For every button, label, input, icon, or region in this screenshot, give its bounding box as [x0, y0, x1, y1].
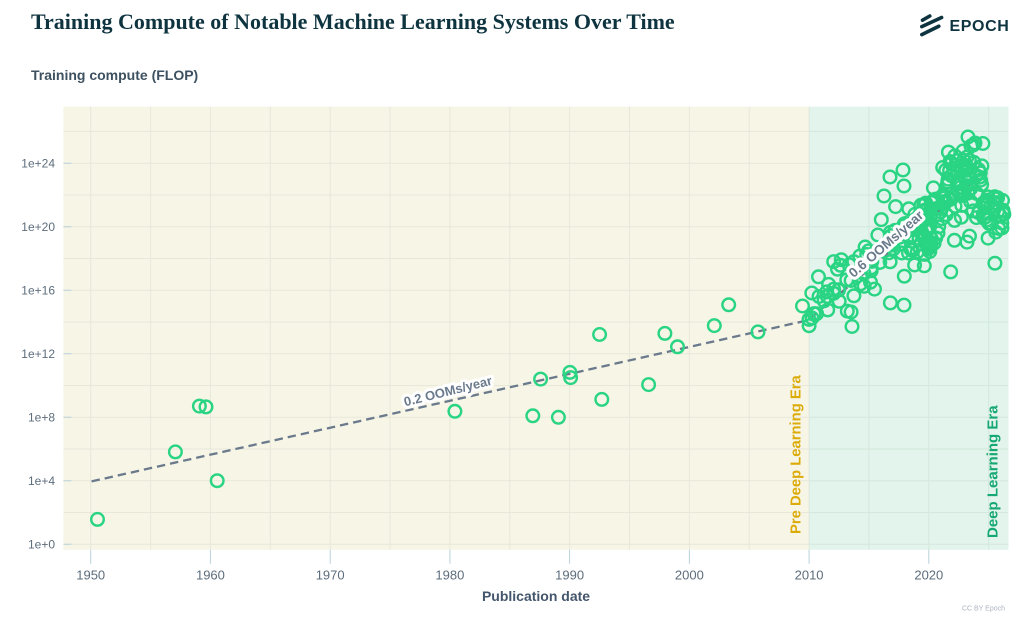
- svg-text:1970: 1970: [316, 568, 345, 583]
- svg-text:1990: 1990: [555, 568, 584, 583]
- svg-text:Pre Deep Learning Era: Pre Deep Learning Era: [789, 375, 805, 534]
- svg-text:Training Compute of Notable Ma: Training Compute of Notable Machine Lear…: [31, 9, 675, 34]
- svg-text:Training compute (FLOP): Training compute (FLOP): [31, 67, 198, 83]
- svg-text:1e+16: 1e+16: [21, 284, 55, 298]
- svg-text:1e+0: 1e+0: [28, 538, 55, 552]
- svg-text:1e+4: 1e+4: [28, 474, 55, 488]
- svg-text:2010: 2010: [795, 568, 824, 583]
- svg-text:1980: 1980: [435, 568, 464, 583]
- svg-text:1e+20: 1e+20: [21, 220, 55, 234]
- svg-text:CC BY Epoch: CC BY Epoch: [962, 606, 1005, 613]
- svg-text:1950: 1950: [76, 568, 105, 583]
- svg-text:2000: 2000: [675, 568, 704, 583]
- svg-text:1e+12: 1e+12: [21, 347, 55, 361]
- svg-text:Publication date: Publication date: [482, 588, 590, 604]
- svg-text:Deep Learning Era: Deep Learning Era: [985, 405, 1002, 538]
- svg-text:EPOCH: EPOCH: [950, 18, 1010, 35]
- svg-text:1960: 1960: [196, 568, 225, 583]
- svg-text:1e+8: 1e+8: [28, 411, 55, 425]
- svg-text:2020: 2020: [914, 568, 943, 583]
- svg-text:1e+24: 1e+24: [21, 157, 55, 171]
